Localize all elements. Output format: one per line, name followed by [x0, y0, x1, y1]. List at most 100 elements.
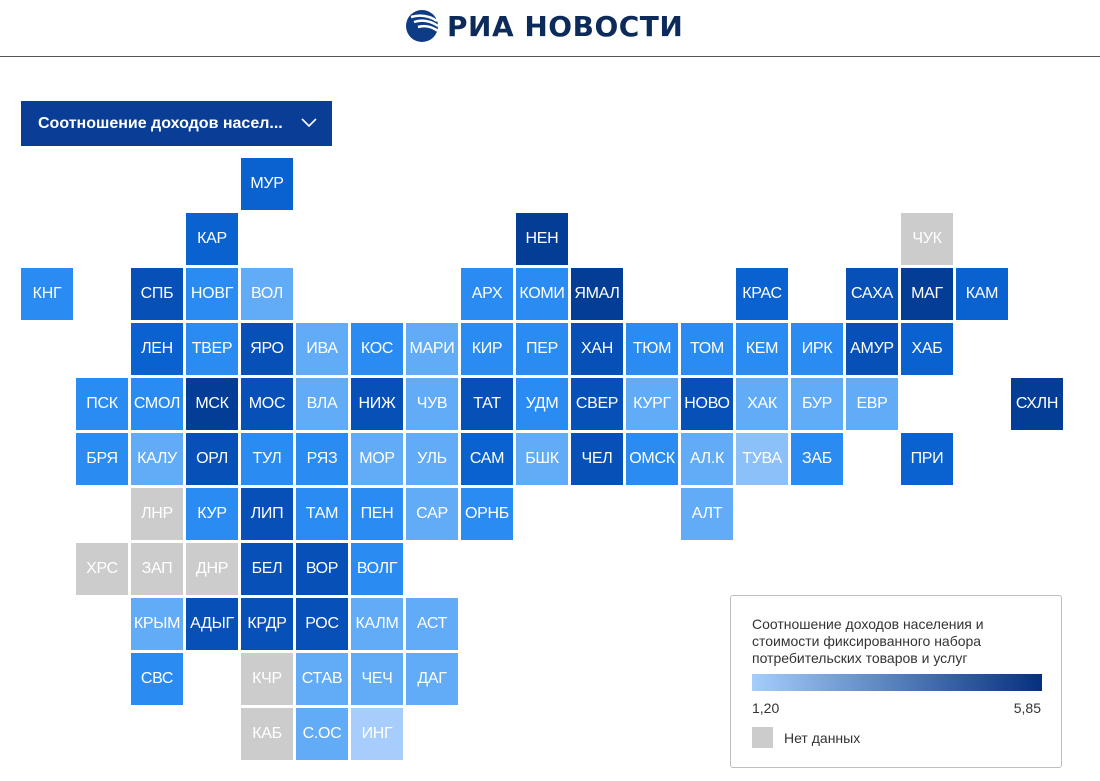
region-tile[interactable]: ТАТ: [461, 378, 513, 430]
region-tile[interactable]: САХА: [846, 268, 898, 320]
region-tile[interactable]: ИРК: [791, 323, 843, 375]
region-tile[interactable]: БШК: [516, 433, 568, 485]
region-tile[interactable]: ЛНР: [131, 488, 183, 540]
region-tile[interactable]: СВС: [131, 653, 183, 705]
region-tile[interactable]: ТВЕР: [186, 323, 238, 375]
region-tile[interactable]: МОС: [241, 378, 293, 430]
header: РИА НОВОСТИ: [0, 0, 1100, 57]
region-tile[interactable]: КАЛУ: [131, 433, 183, 485]
region-tile[interactable]: ЧЕЛ: [571, 433, 623, 485]
region-tile[interactable]: ЛИП: [241, 488, 293, 540]
ria-logo[interactable]: РИА НОВОСТИ: [405, 9, 683, 43]
region-tile[interactable]: МАРИ: [406, 323, 458, 375]
region-tile[interactable]: УЛЬ: [406, 433, 458, 485]
no-data-label: Нет данных: [784, 730, 861, 746]
region-tile[interactable]: КАЛМ: [351, 598, 403, 650]
indicator-dropdown[interactable]: Соотношение доходов насел...: [21, 101, 332, 146]
region-tile[interactable]: СТАВ: [296, 653, 348, 705]
region-tile[interactable]: КНГ: [21, 268, 73, 320]
region-tile[interactable]: ВОЛГ: [351, 543, 403, 595]
region-tile[interactable]: КОМИ: [516, 268, 568, 320]
no-data-swatch: [752, 727, 773, 748]
region-tile[interactable]: УДМ: [516, 378, 568, 430]
region-tile[interactable]: ОРЛ: [186, 433, 238, 485]
logo-text: РИА НОВОСТИ: [447, 9, 684, 43]
region-tile[interactable]: ПРИ: [901, 433, 953, 485]
region-tile[interactable]: КУРГ: [626, 378, 678, 430]
legend-gradient-bar: [752, 674, 1042, 691]
region-tile[interactable]: КРДР: [241, 598, 293, 650]
region-tile[interactable]: ПЕР: [516, 323, 568, 375]
region-tile[interactable]: НИЖ: [351, 378, 403, 430]
region-tile[interactable]: БЕЛ: [241, 543, 293, 595]
region-tile[interactable]: НОВО: [681, 378, 733, 430]
region-tile[interactable]: АРХ: [461, 268, 513, 320]
region-tile[interactable]: МСК: [186, 378, 238, 430]
region-tile[interactable]: АДЫГ: [186, 598, 238, 650]
region-tile[interactable]: ЧУК: [901, 213, 953, 265]
region-tile[interactable]: АЛ.К: [681, 433, 733, 485]
region-tile[interactable]: НОВГ: [186, 268, 238, 320]
region-tile[interactable]: КЧР: [241, 653, 293, 705]
region-tile[interactable]: ХАК: [736, 378, 788, 430]
region-tile[interactable]: ТАМ: [296, 488, 348, 540]
region-tile[interactable]: РОС: [296, 598, 348, 650]
region-tile[interactable]: КРАС: [736, 268, 788, 320]
region-tile[interactable]: ЗАП: [131, 543, 183, 595]
region-tile[interactable]: ХАБ: [901, 323, 953, 375]
region-tile[interactable]: КУР: [186, 488, 238, 540]
region-tile[interactable]: ТЮМ: [626, 323, 678, 375]
region-tile[interactable]: ВОЛ: [241, 268, 293, 320]
region-tile[interactable]: СХЛН: [1011, 378, 1063, 430]
region-tile[interactable]: ЯМАЛ: [571, 268, 623, 320]
region-tile[interactable]: ВОР: [296, 543, 348, 595]
region-tile[interactable]: ОМСК: [626, 433, 678, 485]
region-tile[interactable]: МАГ: [901, 268, 953, 320]
region-tile[interactable]: ИВА: [296, 323, 348, 375]
region-tile[interactable]: АМУР: [846, 323, 898, 375]
region-tile[interactable]: БРЯ: [76, 433, 128, 485]
region-tile[interactable]: СМОЛ: [131, 378, 183, 430]
region-tile[interactable]: КРЫМ: [131, 598, 183, 650]
region-tile[interactable]: ДАГ: [406, 653, 458, 705]
region-tile[interactable]: ХРС: [76, 543, 128, 595]
region-tile[interactable]: КИР: [461, 323, 513, 375]
globe-logo-icon: [406, 10, 439, 42]
region-tile[interactable]: КОС: [351, 323, 403, 375]
region-tile[interactable]: ИНГ: [351, 708, 403, 760]
region-tile[interactable]: КАР: [186, 213, 238, 265]
region-tile[interactable]: ТУВА: [736, 433, 788, 485]
region-tile[interactable]: ЗАБ: [791, 433, 843, 485]
region-tile[interactable]: ЕВР: [846, 378, 898, 430]
region-tile[interactable]: С.ОС: [296, 708, 348, 760]
region-tile[interactable]: МОР: [351, 433, 403, 485]
chevron-down-icon: [301, 118, 317, 128]
region-tile[interactable]: АСТ: [406, 598, 458, 650]
region-tile[interactable]: САР: [406, 488, 458, 540]
legend-title: Соотношение доходов населения и стоимост…: [752, 616, 984, 666]
region-tile[interactable]: АЛТ: [681, 488, 733, 540]
region-tile[interactable]: ЧЕЧ: [351, 653, 403, 705]
region-tile[interactable]: РЯЗ: [296, 433, 348, 485]
region-tile[interactable]: ЧУВ: [406, 378, 458, 430]
region-tile[interactable]: ДНР: [186, 543, 238, 595]
region-tile[interactable]: КАБ: [241, 708, 293, 760]
dropdown-selected-value: Соотношение доходов насел...: [38, 114, 283, 132]
region-tile[interactable]: КАМ: [956, 268, 1008, 320]
region-tile[interactable]: ТОМ: [681, 323, 733, 375]
region-tile[interactable]: МУР: [241, 158, 293, 210]
region-tile[interactable]: ОРНБ: [461, 488, 513, 540]
region-tile[interactable]: СПБ: [131, 268, 183, 320]
region-tile[interactable]: ПЕН: [351, 488, 403, 540]
region-tile[interactable]: ЛЕН: [131, 323, 183, 375]
region-tile[interactable]: ПСК: [76, 378, 128, 430]
region-tile[interactable]: КЕМ: [736, 323, 788, 375]
region-tile[interactable]: НЕН: [516, 213, 568, 265]
region-tile[interactable]: САМ: [461, 433, 513, 485]
region-tile[interactable]: ХАН: [571, 323, 623, 375]
region-tile[interactable]: СВЕР: [571, 378, 623, 430]
region-tile[interactable]: БУР: [791, 378, 843, 430]
region-tile[interactable]: ТУЛ: [241, 433, 293, 485]
region-tile[interactable]: ЯРО: [241, 323, 293, 375]
region-tile[interactable]: ВЛА: [296, 378, 348, 430]
